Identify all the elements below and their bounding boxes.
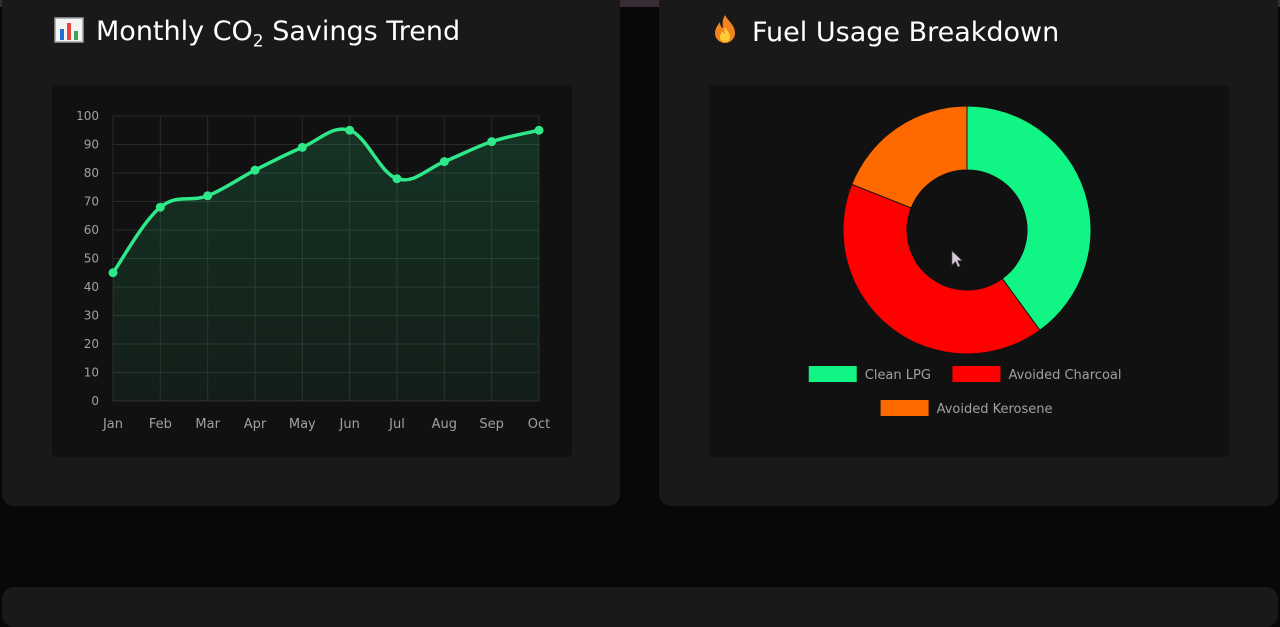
data-point — [392, 174, 402, 184]
donut-slice — [842, 183, 1041, 355]
y-tick-label: 40 — [84, 280, 99, 294]
y-tick-label: 30 — [84, 309, 99, 323]
y-tick-label: 20 — [84, 337, 99, 351]
fuel-breakdown-card: Fuel Usage Breakdown Clean LPG Avoided Ch… — [659, 0, 1278, 506]
data-point — [345, 125, 355, 135]
bar-chart-icon — [54, 17, 84, 43]
co2-trend-title-suffix: Savings Trend — [263, 16, 461, 47]
x-tick-label: Sep — [479, 417, 504, 432]
x-tick-label: Jun — [339, 417, 360, 432]
co2-line-chart: 0 10 20 30 40 50 60 70 80 90 100 Jan Feb Mar Apr May Jun… — [76, 109, 550, 432]
data-point — [487, 137, 497, 147]
legend-swatch — [952, 366, 1001, 382]
donut-chart-panel: Clean LPG Avoided Charcoal Avoided Kerosen… — [709, 85, 1229, 457]
co2-trend-title-text: Monthly CO — [96, 16, 253, 47]
data-point — [155, 202, 165, 212]
series-area — [113, 129, 539, 402]
y-tick-label: 70 — [84, 195, 99, 209]
top-bar — [0, 0, 1280, 7]
fuel-donut-chart: Clean LPG Avoided Charcoal Avoided Kerosen… — [808, 105, 1121, 417]
series-line — [111, 127, 540, 274]
y-tick-label: 80 — [84, 166, 99, 180]
x-tick-label: Oct — [528, 417, 550, 432]
x-tick-label: Aug — [432, 417, 457, 432]
legend-label: Avoided Charcoal — [1008, 368, 1121, 383]
co2-trend-card: Monthly CO2 Savings Trend 0 10 20 30 40 50 60 7… — [2, 0, 620, 506]
y-tick-label: 0 — [91, 394, 99, 408]
y-tick-label: 50 — [84, 252, 99, 266]
co2-trend-title-subscript: 2 — [252, 31, 264, 52]
x-tick-label: Mar — [195, 417, 220, 432]
bottom-card — [2, 587, 1278, 627]
legend-swatch — [880, 400, 929, 416]
co2-trend-title: Monthly CO2 Savings Trend — [54, 14, 460, 59]
legend-label: Clean LPG — [865, 368, 931, 383]
x-tick-label: Jul — [388, 417, 405, 432]
data-point — [297, 142, 307, 152]
data-point — [250, 165, 260, 175]
donut-slice — [966, 105, 1092, 332]
data-point — [203, 191, 213, 201]
x-tick-label: Apr — [244, 417, 267, 432]
y-tick-label: 90 — [84, 138, 99, 152]
donut-slice — [851, 105, 968, 209]
fuel-breakdown-title: Fuel Usage Breakdown — [710, 14, 1059, 51]
line-chart-panel: 0 10 20 30 40 50 60 70 80 90 100 Jan Feb Mar Apr May Jun… — [52, 85, 572, 457]
mouse-cursor-icon — [951, 250, 963, 268]
y-tick-label: 100 — [76, 109, 99, 123]
data-point — [108, 268, 118, 278]
y-tick-label: 60 — [84, 223, 99, 237]
fire-icon — [715, 15, 735, 43]
data-point — [439, 157, 449, 167]
y-tick-label: 10 — [84, 366, 99, 380]
x-tick-label: Jan — [102, 417, 123, 432]
data-point — [534, 125, 544, 135]
legend-swatch — [808, 366, 857, 382]
x-tick-label: Feb — [149, 417, 172, 432]
legend-label: Avoided Kerosene — [937, 402, 1053, 417]
x-tick-label: May — [289, 417, 316, 432]
fuel-breakdown-title-text: Fuel Usage Breakdown — [752, 17, 1060, 48]
